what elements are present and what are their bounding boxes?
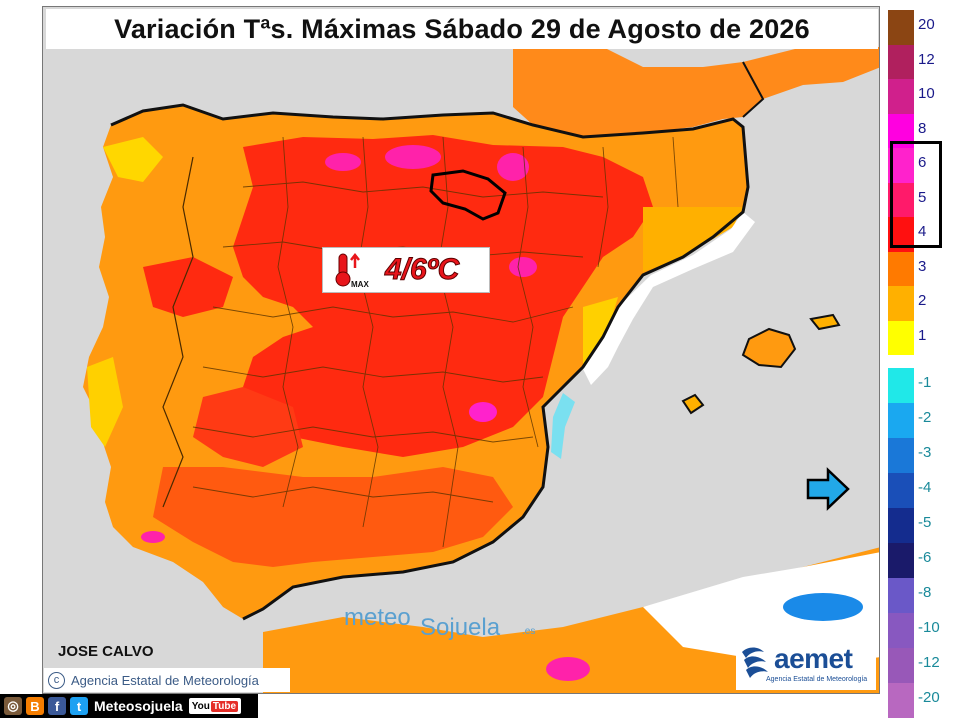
anomaly-map	[42, 6, 880, 694]
coastal-cool-band	[551, 393, 575, 459]
legend-label: -2	[918, 409, 932, 426]
legend-swatch	[888, 10, 914, 45]
watermark-part2: Sojuela	[420, 614, 501, 641]
youtube-label-b: Tube	[210, 700, 239, 712]
legend-label: 2	[918, 292, 927, 309]
legend-swatch	[888, 683, 914, 718]
legend-swatch	[888, 508, 914, 543]
legend-label: -10	[918, 619, 940, 636]
page-title: Variación Tªs. Máximas Sábado 29 de Agos…	[114, 13, 810, 44]
watermark-part1: meteo	[344, 604, 411, 631]
youtube-icon[interactable]: You Tube	[188, 698, 242, 714]
legend-label: 12	[918, 50, 935, 68]
anomaly-6-spot	[141, 531, 165, 543]
social-handle[interactable]: Meteosojuela	[94, 698, 183, 714]
legend-swatch	[888, 251, 914, 286]
anomaly-1-area	[87, 357, 123, 447]
legend-label: 1	[918, 326, 927, 344]
anomaly-4-area	[233, 135, 653, 457]
anomaly-value: 4/6ºC	[384, 253, 460, 287]
legend-label: -8	[918, 584, 932, 601]
anomaly-4-area-west	[143, 257, 233, 317]
watermark-suffix: .es	[522, 626, 536, 637]
anomaly-label-box: MAX 4/6ºC	[322, 247, 490, 293]
anomaly-6-spot	[469, 402, 497, 422]
aemet-logo: aemet Agencia Estatal de Meteorología	[736, 640, 876, 690]
legend-swatch	[888, 320, 914, 355]
legend-swatch	[888, 403, 914, 438]
social-bar: ◎ B f t Meteosojuela You Tube	[0, 694, 258, 718]
legend-label: -12	[918, 654, 940, 671]
legend-swatch	[888, 613, 914, 648]
legend-swatch	[888, 648, 914, 683]
twitter-icon[interactable]: t	[70, 697, 88, 715]
france-land	[513, 47, 879, 137]
legend-swatch	[888, 578, 914, 613]
legend-label: -6	[918, 549, 932, 566]
la-rioja-outline	[429, 169, 507, 221]
youtube-label-a: You	[191, 700, 210, 712]
aemet-mark-icon	[742, 647, 768, 678]
facebook-icon[interactable]: f	[48, 697, 66, 715]
anomaly-6-spot	[497, 153, 529, 181]
legend-label: 20	[918, 16, 935, 33]
color-legend: 20 12 10 8 6 5 4 3 2 1 -1 -2 -3 -4 -5 -6 -8 -10 -12 -20	[886, 6, 960, 718]
thermometer-max-text: MAX	[351, 280, 369, 289]
africa-negative-spot	[783, 593, 863, 621]
anomaly-1-area	[103, 137, 163, 182]
aemet-subtitle: Agencia Estatal de Meteorología	[766, 676, 868, 683]
meteosojuela-watermark: meteo Sojuela .es	[344, 604, 564, 644]
copyright-text: Agencia Estatal de Meteorología	[71, 672, 259, 688]
legend-swatch	[888, 473, 914, 508]
legend-label: -5	[918, 514, 932, 531]
anomaly-6-spot	[385, 145, 441, 169]
anomaly-4-area-south	[193, 387, 303, 467]
mallorca	[741, 327, 797, 369]
coastline	[110, 103, 750, 621]
anomaly-1-area	[583, 297, 618, 367]
legend-swatch	[888, 543, 914, 578]
legend-label: -3	[918, 444, 932, 461]
legend-swatch	[888, 79, 914, 114]
legend-label: 6	[918, 154, 927, 171]
coastal-cool-band	[583, 212, 755, 385]
legend-swatch	[888, 438, 914, 473]
africa-cool-area	[643, 552, 879, 667]
legend-label: 5	[918, 188, 927, 206]
legend-label: -4	[918, 479, 932, 496]
author-credit: JOSE CALVO	[58, 643, 154, 660]
anomaly-6-spot	[509, 257, 537, 277]
copyright-note: c Agencia Estatal de Meteorología	[44, 668, 290, 692]
africa-land	[263, 547, 879, 693]
thermometer-max-icon: MAX	[335, 252, 369, 289]
legend-label: 8	[918, 119, 927, 137]
ibiza	[681, 393, 705, 415]
menorca	[809, 313, 841, 331]
iberia-map	[43, 7, 879, 693]
arrow-right-icon	[806, 467, 850, 511]
legend-label: -1	[918, 374, 932, 391]
copyright-icon: c	[48, 671, 65, 689]
legend-swatch	[888, 368, 914, 403]
aemet-name: aemet	[774, 643, 853, 674]
province-borders	[192, 136, 679, 548]
legend-label: 4	[918, 223, 927, 240]
france-border	[742, 61, 765, 118]
legend-label: -20	[918, 689, 940, 706]
title-banner: Variación Tªs. Máximas Sábado 29 de Agos…	[46, 9, 878, 49]
legend-swatch	[888, 286, 914, 321]
legend-highlight-box	[890, 141, 942, 248]
legend-label: 3	[918, 257, 927, 275]
anomaly-2-area	[643, 207, 743, 272]
portugal-border	[162, 156, 194, 508]
instagram-icon[interactable]: ◎	[4, 697, 22, 715]
africa-hot-spot	[546, 657, 590, 681]
legend-label: 10	[918, 85, 935, 102]
blogger-icon[interactable]: B	[26, 697, 44, 715]
anomaly-3-area	[153, 467, 513, 567]
anomaly-6-spot	[325, 153, 361, 171]
legend-swatch	[888, 44, 914, 79]
